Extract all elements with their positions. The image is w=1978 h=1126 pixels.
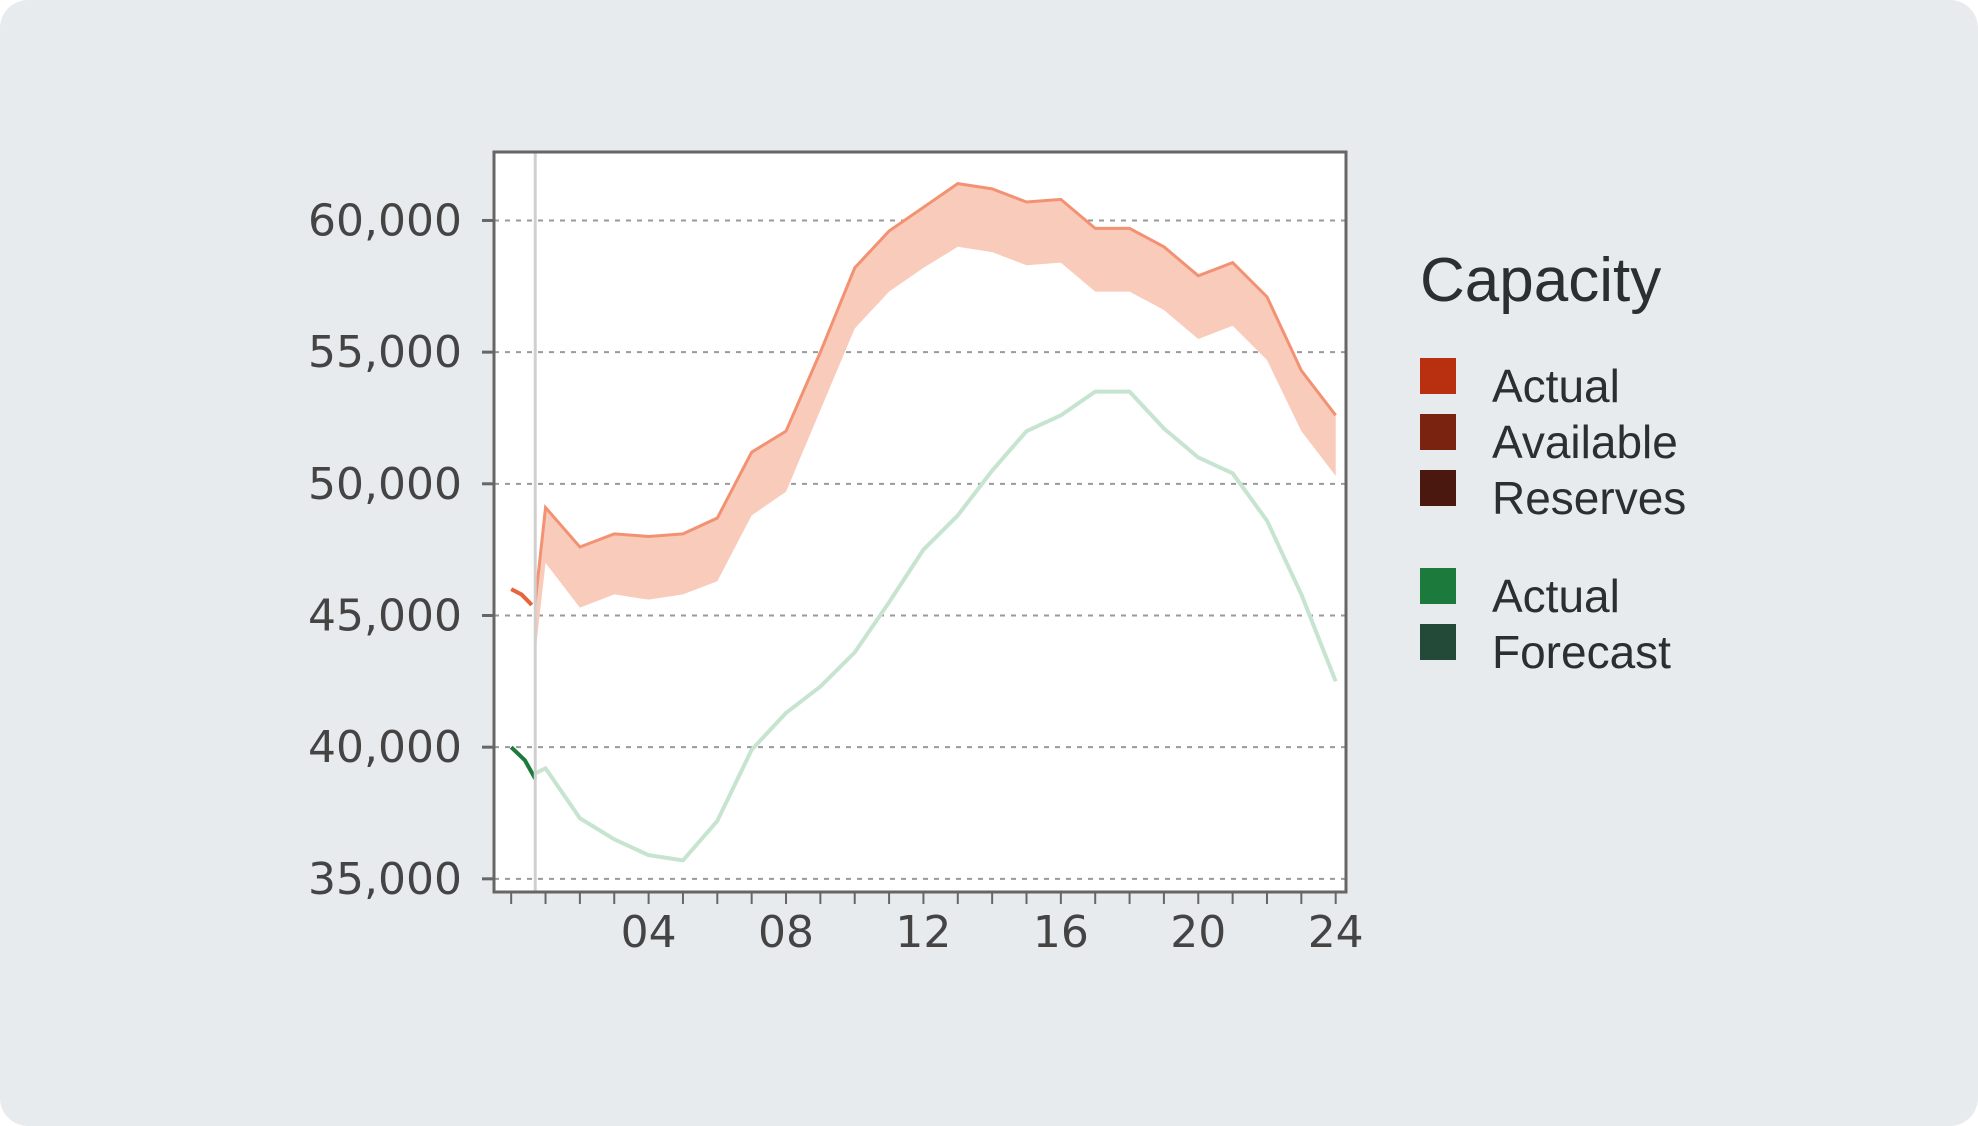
y-axis: 35,000 40,000 45,000 50,000 55,000 60,000 [308, 195, 494, 905]
x-tick-label: 04 [621, 907, 677, 958]
legend-label: Available [1492, 416, 1678, 468]
series-demand-forecast [534, 389, 1338, 863]
series-demand-actual [509, 745, 537, 780]
legend-label: Forecast [1492, 626, 1671, 678]
legend-group-capacity: Actual Available Reserves [1420, 358, 1686, 526]
legend-swatch-demand-actual [1420, 568, 1456, 604]
legend-swatch-reserves [1420, 470, 1456, 506]
legend-label: Reserves [1492, 472, 1687, 524]
y-tick-label: 55,000 [308, 327, 462, 378]
legend-title: Capacity [1420, 246, 1662, 315]
y-tick-label: 60,000 [308, 195, 462, 246]
legend-item-capacity-actual[interactable]: Actual [1420, 358, 1686, 414]
series-lines [509, 389, 1338, 863]
y-tick-label: 35,000 [308, 854, 462, 905]
legend-item-available[interactable]: Available [1420, 414, 1686, 470]
legend: Capacity Actual Available Reserves Actua… [1420, 250, 1686, 722]
capacity-band-upper-edge [533, 182, 1337, 603]
x-tick-label: 20 [1170, 907, 1226, 958]
legend-swatch-available [1420, 414, 1456, 450]
legend-item-demand-actual[interactable]: Actual [1420, 568, 1686, 624]
x-tick-label: 12 [895, 907, 951, 958]
y-tick-label: 50,000 [308, 459, 462, 510]
legend-item-forecast[interactable]: Forecast [1420, 624, 1686, 680]
legend-swatch-forecast [1420, 624, 1456, 660]
y-tick-label: 40,000 [308, 722, 462, 773]
plot-border [492, 150, 1348, 894]
legend-label: Actual [1492, 360, 1620, 412]
y-tick-label: 45,000 [308, 590, 462, 641]
x-tick-label: 24 [1308, 907, 1364, 958]
legend-group-demand: Actual Forecast [1420, 568, 1686, 680]
legend-label: Actual [1492, 570, 1620, 622]
x-tick-label: 16 [1033, 907, 1089, 958]
series-capacity-actual [510, 587, 534, 607]
x-axis: 04 08 12 16 20 24 [510, 892, 1364, 958]
legend-item-reserves[interactable]: Reserves [1420, 470, 1686, 526]
legend-swatch-capacity-actual [1420, 358, 1456, 394]
x-tick-label: 08 [758, 907, 814, 958]
capacity-band-layer [533, 182, 1337, 655]
capacity-band [535, 183, 1336, 655]
